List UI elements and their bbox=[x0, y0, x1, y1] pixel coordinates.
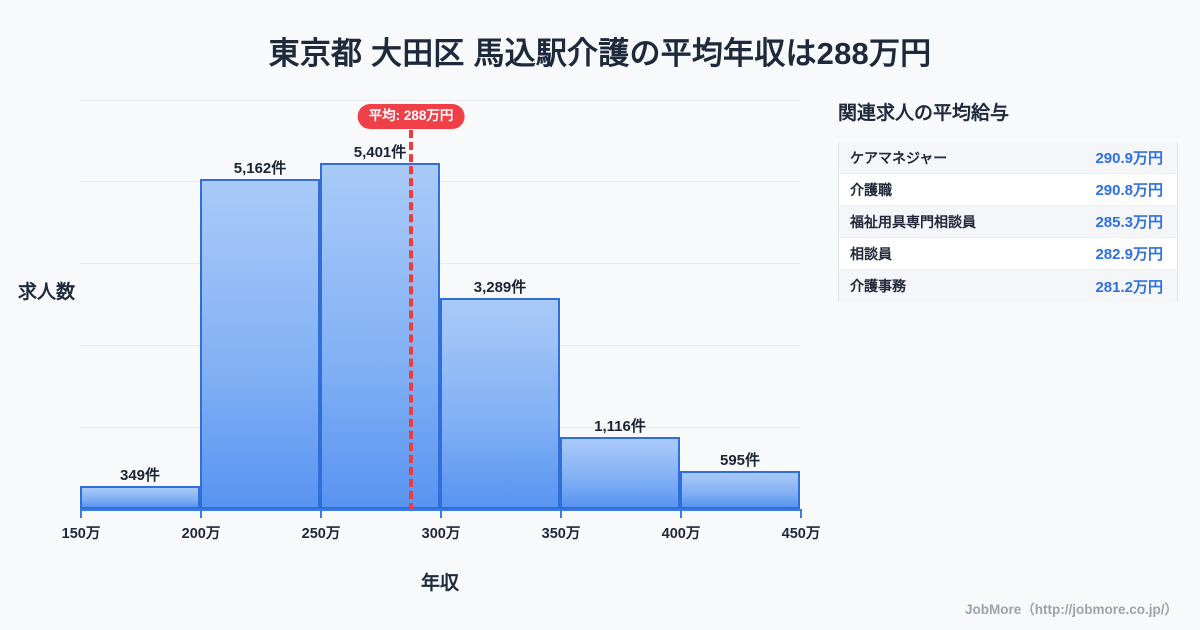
bar-value-label: 5,162件 bbox=[233, 160, 287, 177]
bar-value-label: 1,116件 bbox=[594, 418, 646, 435]
job-salary: 290.9万円 bbox=[1095, 150, 1163, 167]
job-title: 福祉用具専門相談員 bbox=[850, 213, 976, 230]
salary-histogram-chart: 349件 5,162件 5,401件 3,289件 1,116件 595件 平均… bbox=[18, 100, 821, 594]
table-row: 介護事務 281.2万円 bbox=[839, 270, 1177, 302]
gridline bbox=[80, 100, 800, 101]
x-axis-tick bbox=[800, 509, 802, 518]
bar-value-label: 595件 bbox=[719, 452, 761, 469]
page-title: 東京都 大田区 馬込駅介護の平均年収は288万円 bbox=[268, 36, 932, 71]
gridline bbox=[80, 181, 800, 182]
average-line bbox=[409, 130, 413, 511]
job-salary: 285.3万円 bbox=[1095, 214, 1163, 231]
x-axis-tick bbox=[680, 509, 682, 518]
x-axis-tick bbox=[560, 509, 562, 518]
x-axis-tick-label: 150万 bbox=[61, 526, 101, 542]
histogram-bar bbox=[80, 486, 200, 509]
x-axis-tick bbox=[320, 509, 322, 518]
histogram-bar bbox=[680, 471, 800, 509]
x-axis-title: 年収 bbox=[420, 573, 459, 594]
histogram-bar bbox=[560, 437, 680, 509]
x-axis-tick-label: 400万 bbox=[661, 526, 701, 542]
job-title: 介護事務 bbox=[850, 278, 906, 294]
job-salary: 290.8万円 bbox=[1095, 182, 1163, 199]
histogram-bar bbox=[200, 179, 320, 509]
average-badge: 平均: 288万円 bbox=[357, 104, 465, 129]
bar-value-label: 3,289件 bbox=[473, 279, 527, 296]
x-axis-tick-label: 450万 bbox=[781, 526, 821, 542]
y-axis-title: 求人数 bbox=[18, 282, 76, 303]
table-row: 介護職 290.8万円 bbox=[839, 174, 1177, 206]
histogram-bar bbox=[320, 163, 440, 509]
x-axis-tick-label: 350万 bbox=[541, 526, 581, 542]
gridline bbox=[80, 263, 800, 264]
related-salary-panel: 関連求人の平均給与 ケアマネジャー 290.9万円 介護職 290.8万円 福祉… bbox=[838, 98, 1178, 302]
table-row: 福祉用具専門相談員 285.3万円 bbox=[839, 206, 1177, 238]
job-title: 介護職 bbox=[850, 181, 892, 198]
table-row: 相談員 282.9万円 bbox=[839, 238, 1177, 270]
x-axis-tick bbox=[200, 509, 202, 518]
x-axis-tick-label: 300万 bbox=[421, 526, 461, 542]
x-axis-tick-label: 200万 bbox=[181, 526, 221, 542]
site-credit: JobMore（http://jobmore.co.jp/） bbox=[965, 602, 1178, 617]
table-row: ケアマネジャー 290.9万円 bbox=[839, 142, 1177, 174]
related-salary-table: ケアマネジャー 290.9万円 介護職 290.8万円 福祉用具専門相談員 28… bbox=[838, 142, 1178, 302]
bar-value-label: 5,401件 bbox=[353, 144, 407, 161]
bar-value-label: 349件 bbox=[119, 467, 161, 484]
job-title: ケアマネジャー bbox=[850, 149, 948, 166]
histogram-bar bbox=[440, 298, 560, 509]
x-axis-tick-label: 250万 bbox=[301, 526, 341, 542]
job-salary: 282.9万円 bbox=[1095, 246, 1163, 263]
job-salary: 281.2万円 bbox=[1095, 278, 1163, 296]
related-salary-heading: 関連求人の平均給与 bbox=[838, 103, 1010, 124]
x-axis-tick bbox=[80, 509, 82, 518]
job-title: 相談員 bbox=[850, 245, 892, 262]
x-axis-tick bbox=[440, 509, 442, 518]
